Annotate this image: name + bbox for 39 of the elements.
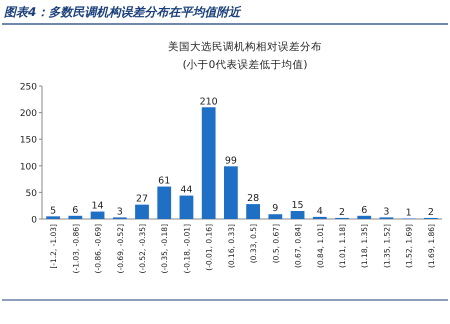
bar <box>357 216 372 219</box>
bar <box>180 196 194 219</box>
y-tick-label: 100 <box>20 162 38 172</box>
data-label: 1 <box>406 207 412 218</box>
bar <box>224 166 238 219</box>
y-tick-label: 150 <box>20 136 38 146</box>
y-tick-label: 0 <box>31 216 38 226</box>
data-label: 99 <box>224 155 237 166</box>
y-tick-label: 200 <box>20 109 38 120</box>
data-label: 27 <box>136 194 148 205</box>
bar <box>157 186 172 219</box>
data-label: 6 <box>72 204 78 216</box>
data-label: 2 <box>338 206 346 218</box>
bar <box>268 214 282 219</box>
bar <box>202 107 216 219</box>
data-label: 3 <box>116 206 123 218</box>
data-label: 28 <box>247 193 260 204</box>
data-label: 61 <box>158 176 170 187</box>
y-tick-label: 50 <box>26 188 38 199</box>
bar <box>90 212 104 219</box>
bar <box>46 216 60 219</box>
chart-title: 图表4：多数民调机构误差分布在平均值附近 <box>4 5 242 19</box>
data-label: 6 <box>361 204 368 216</box>
chart-subtitle: 美国大选民调机构相对误差分布 <box>168 40 322 53</box>
data-label: 15 <box>292 200 304 212</box>
bar <box>135 204 149 219</box>
text: (小于0代表误差低于均值) <box>182 58 308 71</box>
data-label: 44 <box>180 184 192 196</box>
data-label: 14 <box>92 200 104 212</box>
bar <box>246 204 260 219</box>
bar <box>68 216 82 219</box>
data-label: 9 <box>272 203 278 214</box>
bar <box>290 211 304 219</box>
data-label: 3 <box>383 206 390 218</box>
data-label: 210 <box>200 96 218 108</box>
data-label: 2 <box>428 206 434 218</box>
data-label: 5 <box>50 205 56 216</box>
data-label: 4 <box>316 206 323 217</box>
y-tick-label: 250 <box>20 82 38 92</box>
